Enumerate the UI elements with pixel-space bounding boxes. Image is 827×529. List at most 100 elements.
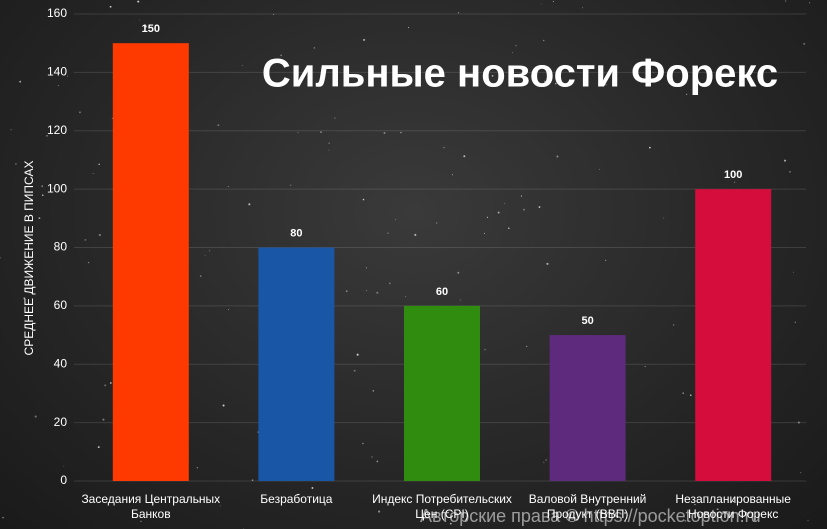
star — [345, 290, 348, 292]
star — [222, 404, 225, 407]
star — [372, 390, 374, 392]
star — [663, 217, 665, 219]
value-label: 100 — [724, 169, 742, 181]
star — [109, 5, 112, 8]
star — [52, 187, 54, 189]
star — [522, 76, 525, 79]
star — [144, 25, 147, 28]
star — [436, 222, 438, 224]
star — [97, 446, 100, 449]
star — [605, 84, 607, 86]
star — [689, 394, 692, 397]
star — [797, 421, 800, 424]
star — [34, 415, 37, 418]
star — [19, 80, 22, 83]
star — [653, 71, 655, 73]
star — [311, 487, 314, 489]
star — [789, 171, 791, 173]
star — [605, 259, 607, 261]
star — [15, 163, 17, 165]
y-tick-label: 120 — [47, 123, 67, 137]
star — [362, 442, 364, 445]
star — [41, 185, 43, 187]
star — [451, 174, 453, 176]
x-tick-label: Валовой Внутренний Продукт (ВВП) — [528, 492, 647, 521]
star — [84, 238, 87, 241]
star — [98, 163, 100, 166]
star — [217, 124, 220, 127]
star — [199, 275, 202, 277]
star — [334, 117, 336, 119]
star — [87, 261, 90, 264]
star — [734, 181, 736, 183]
star — [196, 466, 199, 469]
star — [552, 0, 554, 3]
star — [682, 392, 684, 394]
star — [542, 39, 545, 42]
star — [794, 321, 796, 323]
star — [785, 0, 787, 2]
star — [362, 198, 365, 201]
star — [243, 527, 244, 529]
star — [297, 132, 299, 134]
star — [383, 132, 386, 134]
star — [511, 52, 513, 54]
x-tick-label: Заседания Центральных Банков — [81, 492, 221, 521]
star — [137, 0, 140, 3]
star — [649, 146, 651, 149]
star — [582, 7, 584, 9]
star — [732, 500, 735, 503]
star — [809, 2, 811, 4]
star — [140, 520, 142, 523]
star — [187, 499, 189, 501]
star — [394, 218, 396, 220]
star — [554, 82, 557, 85]
star — [209, 250, 211, 252]
star — [483, 232, 485, 234]
star — [204, 255, 206, 256]
star — [353, 369, 356, 372]
star — [784, 159, 787, 162]
star — [356, 353, 359, 356]
value-label: 50 — [581, 315, 593, 327]
star — [251, 479, 254, 481]
star — [520, 195, 523, 197]
star — [497, 211, 500, 214]
bar — [112, 43, 189, 481]
star — [443, 146, 445, 149]
star — [599, 168, 600, 170]
background-stars — [0, 0, 810, 528]
bar — [404, 305, 480, 481]
star — [139, 19, 140, 21]
star — [46, 135, 48, 137]
y-tick-label: 20 — [54, 415, 68, 429]
star — [459, 299, 461, 301]
star — [98, 233, 101, 237]
x-tick-label: Индекс Потребительских Цен (CPI) — [372, 492, 512, 521]
star — [515, 44, 517, 47]
star — [694, 503, 696, 506]
star — [457, 12, 460, 14]
star — [228, 309, 230, 311]
star — [400, 131, 402, 134]
star — [313, 47, 316, 49]
star — [684, 519, 687, 522]
star — [366, 267, 367, 269]
star — [508, 227, 510, 229]
star — [545, 459, 547, 461]
star — [543, 461, 545, 463]
star — [486, 216, 489, 218]
y-tick-label: 60 — [54, 298, 68, 312]
star — [546, 262, 549, 265]
star — [272, 14, 274, 15]
star — [457, 271, 460, 274]
y-tick-label: 160 — [47, 6, 67, 20]
star — [10, 129, 12, 131]
y-axis-label: СРЕДНЕЕ ДВИЖЕНИЕ В ПИПСАХ — [22, 161, 36, 356]
star — [227, 185, 229, 188]
star — [807, 519, 809, 521]
star — [328, 142, 330, 145]
star — [556, 155, 559, 158]
